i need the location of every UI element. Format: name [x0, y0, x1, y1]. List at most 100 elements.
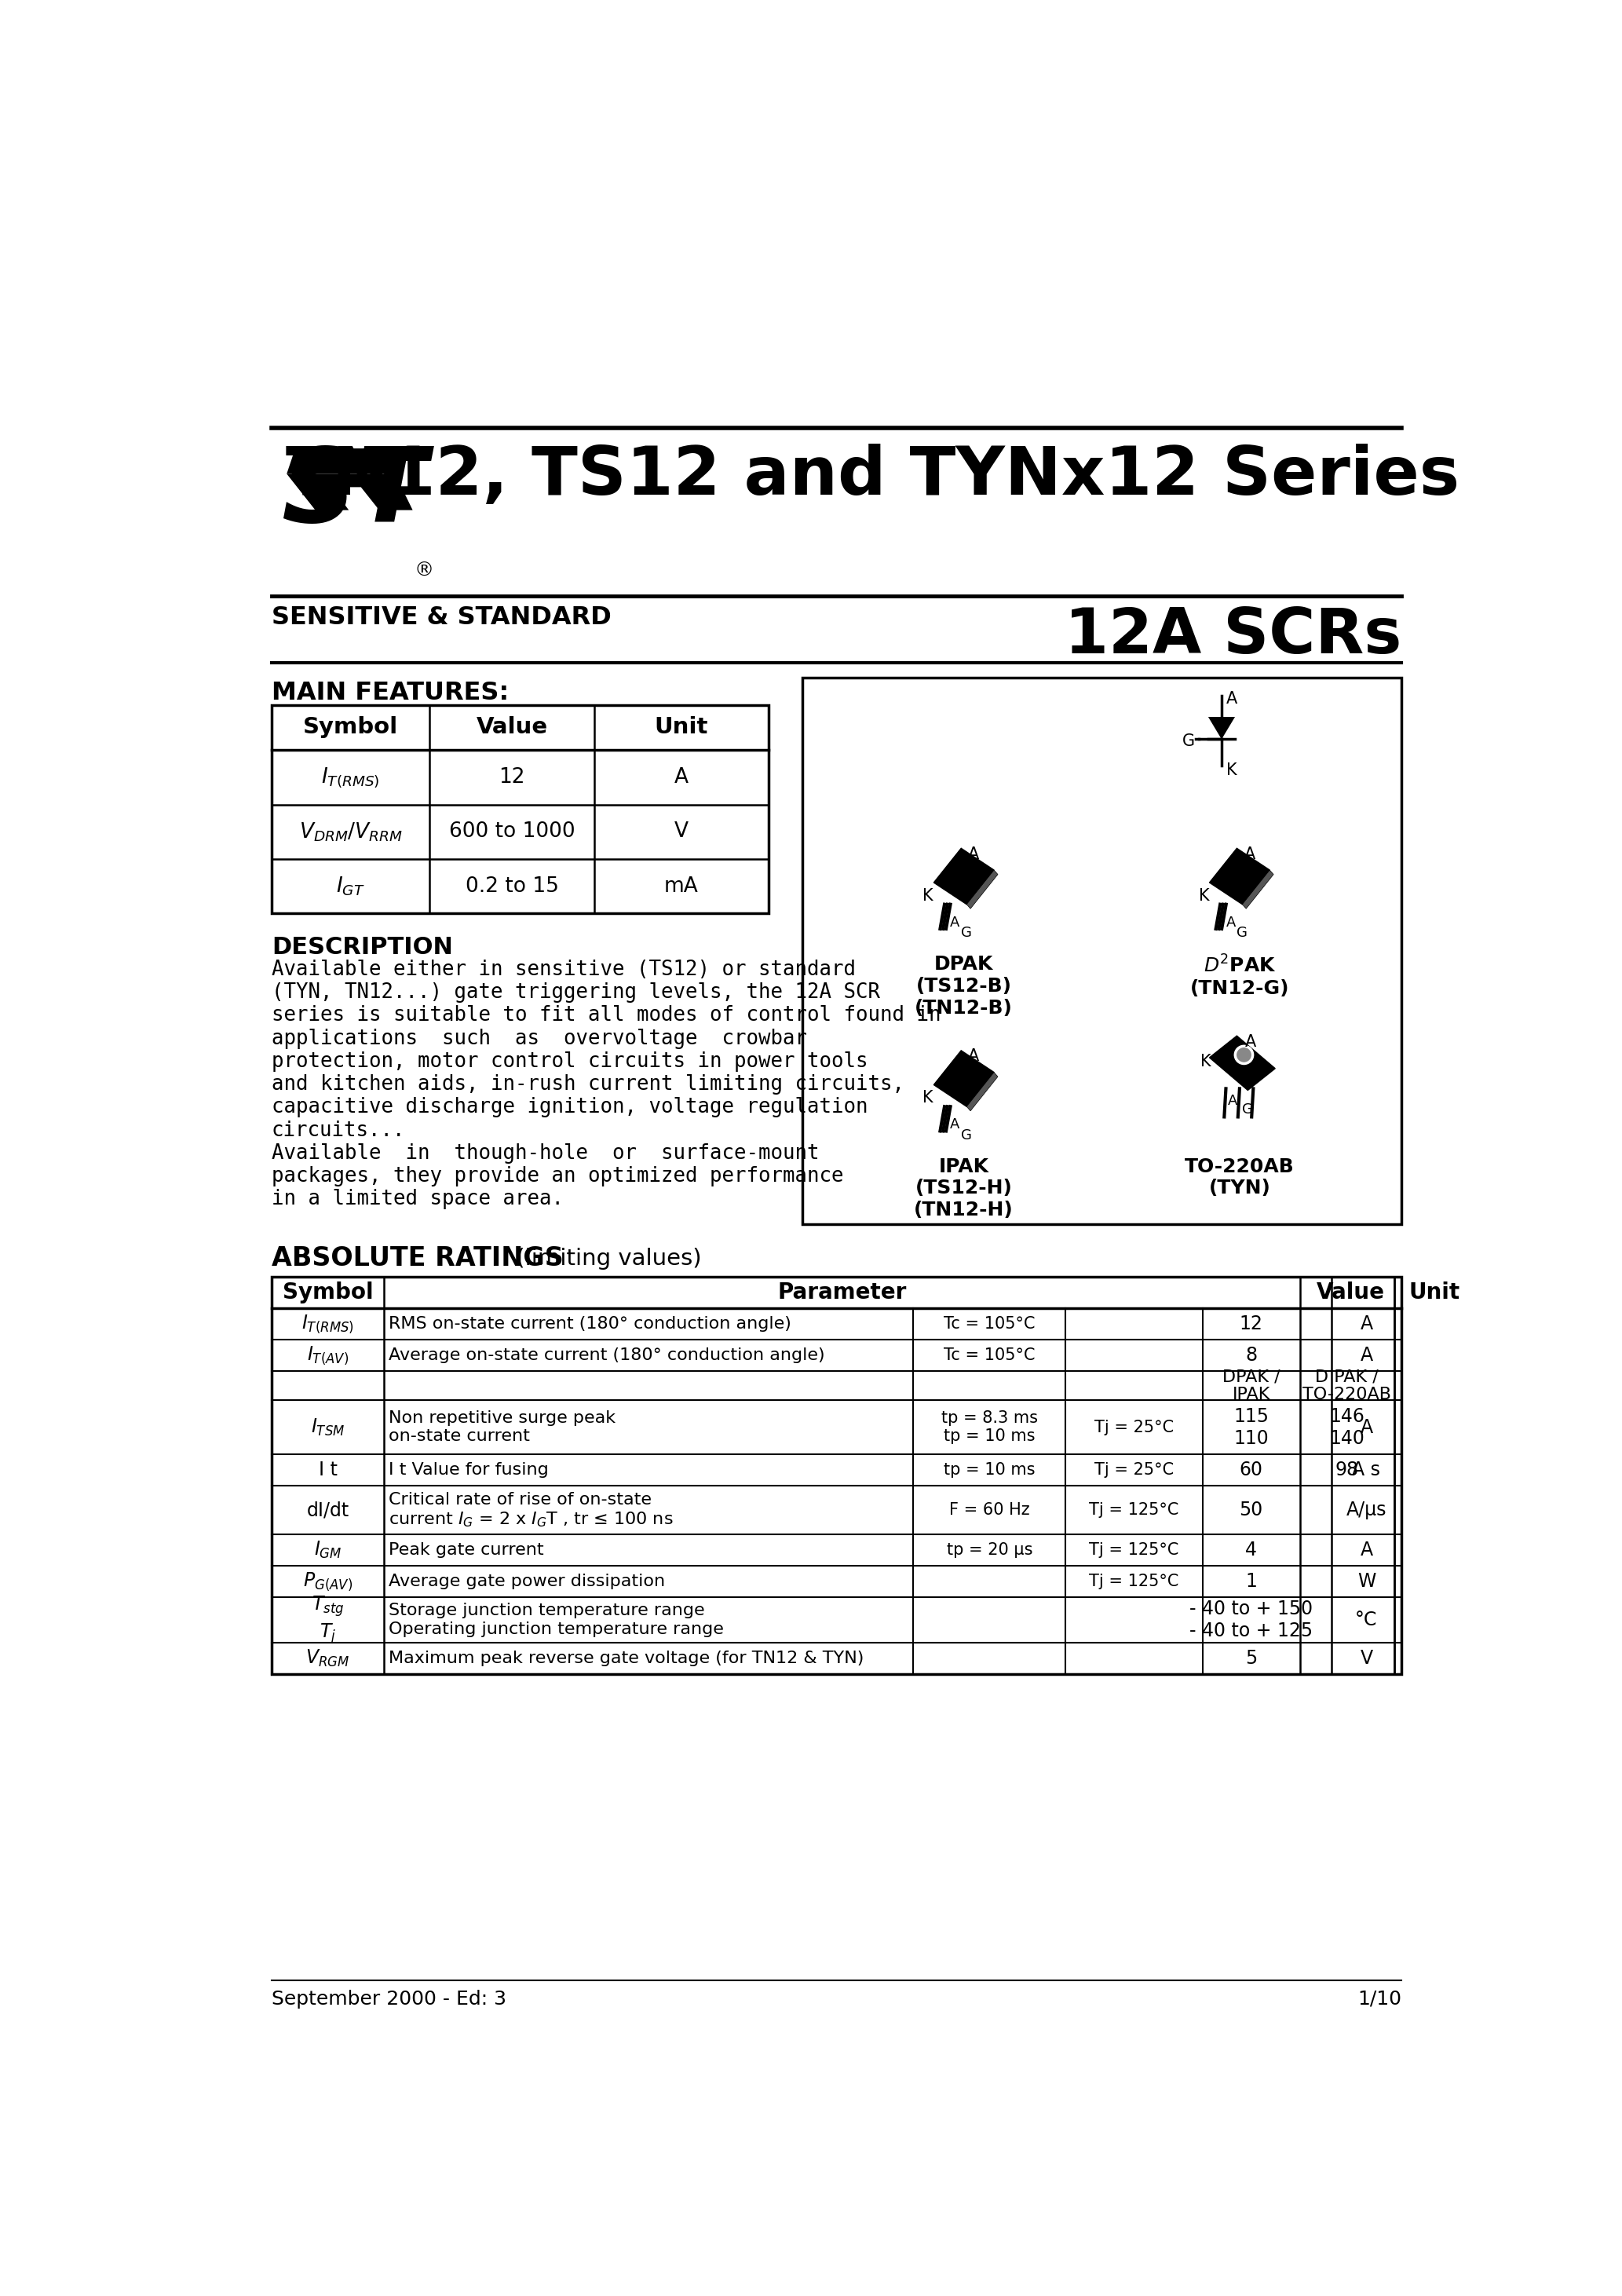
Text: 4: 4 — [1246, 1541, 1257, 1559]
Text: circuits...: circuits... — [271, 1120, 406, 1141]
Text: Available  in  though-hole  or  surface-mount: Available in though-hole or surface-moun… — [271, 1143, 819, 1164]
Text: Tj = 125°C: Tj = 125°C — [1088, 1502, 1179, 1518]
Text: A/μs: A/μs — [1346, 1502, 1387, 1520]
Text: F = 60 Hz: F = 60 Hz — [949, 1502, 1030, 1518]
Text: G: G — [1242, 1102, 1254, 1116]
Text: packages, they provide an optimized performance: packages, they provide an optimized perf… — [271, 1166, 843, 1187]
Text: TN12, TS12 and TYNx12 Series: TN12, TS12 and TYNx12 Series — [285, 443, 1460, 510]
Text: - 40 to + 150
- 40 to + 125: - 40 to + 150 - 40 to + 125 — [1189, 1600, 1312, 1639]
Text: 50: 50 — [1239, 1502, 1264, 1520]
Text: Tc = 105°C: Tc = 105°C — [944, 1316, 1035, 1332]
Text: $T_{stg}$
$T_j$: $T_{stg}$ $T_j$ — [311, 1593, 344, 1646]
Text: G: G — [962, 925, 972, 941]
Text: $I_{T(RMS)}$: $I_{T(RMS)}$ — [302, 1313, 354, 1334]
Text: capacitive discharge ignition, voltage regulation: capacitive discharge ignition, voltage r… — [271, 1097, 868, 1118]
Text: series is suitable to fit all modes of control found in: series is suitable to fit all modes of c… — [271, 1006, 941, 1026]
Text: K: K — [923, 1091, 934, 1107]
Text: 12A SCRs: 12A SCRs — [1064, 606, 1401, 666]
Text: V: V — [1361, 1649, 1372, 1667]
Text: Non repetitive surge peak
on-state current: Non repetitive surge peak on-state curre… — [389, 1410, 616, 1444]
Text: A: A — [1361, 1345, 1372, 1364]
Text: RMS on-state current (180° conduction angle): RMS on-state current (180° conduction an… — [389, 1316, 792, 1332]
Text: Parameter: Parameter — [777, 1281, 907, 1304]
Text: Critical rate of rise of on-state
current $I_G$ = 2 x $I_G$T , tr ≤ 100 ns: Critical rate of rise of on-state curren… — [389, 1492, 673, 1529]
Text: 60: 60 — [1239, 1460, 1264, 1479]
Polygon shape — [1210, 847, 1270, 905]
Bar — [271, 705, 769, 914]
Text: SENSITIVE & STANDARD: SENSITIVE & STANDARD — [271, 606, 611, 629]
Text: Unit: Unit — [1408, 1281, 1460, 1304]
Text: A: A — [1246, 1033, 1255, 1049]
Text: $V_{DRM}/V_{RRM}$: $V_{DRM}/V_{RRM}$ — [298, 820, 402, 843]
Text: 600 to 1000: 600 to 1000 — [449, 822, 574, 843]
Text: $I_{GM}$: $I_{GM}$ — [313, 1541, 342, 1561]
Text: A: A — [968, 847, 980, 861]
Text: $I_{TSM}$: $I_{TSM}$ — [311, 1417, 345, 1437]
Text: G: G — [1182, 732, 1195, 748]
Text: (limiting values): (limiting values) — [509, 1247, 702, 1270]
Text: Unit: Unit — [654, 716, 709, 739]
Text: dI/dt: dI/dt — [307, 1502, 349, 1520]
Text: MAIN FEATURES:: MAIN FEATURES: — [271, 680, 509, 705]
Text: Available either in sensitive (TS12) or standard: Available either in sensitive (TS12) or … — [271, 960, 856, 980]
Text: W: W — [1358, 1573, 1375, 1591]
Text: 115
110: 115 110 — [1233, 1407, 1268, 1449]
Text: Tj = 25°C: Tj = 25°C — [1095, 1419, 1174, 1435]
Text: A: A — [1228, 1095, 1238, 1109]
Text: I t Value for fusing: I t Value for fusing — [389, 1463, 548, 1479]
Text: °C: °C — [1356, 1609, 1377, 1630]
Text: K: K — [923, 889, 934, 905]
Text: tp = 8.3 ms
tp = 10 ms: tp = 8.3 ms tp = 10 ms — [941, 1410, 1038, 1444]
Text: in a limited space area.: in a limited space area. — [271, 1189, 563, 1210]
Polygon shape — [967, 1072, 998, 1111]
Text: Value: Value — [1317, 1281, 1385, 1304]
Text: K: K — [1200, 1054, 1212, 1070]
Text: $P_{G(AV)}$: $P_{G(AV)}$ — [303, 1570, 352, 1591]
Text: 5: 5 — [1246, 1649, 1257, 1667]
Text: G: G — [1238, 925, 1247, 941]
Text: 8: 8 — [1246, 1345, 1257, 1364]
Text: G: G — [962, 1127, 972, 1143]
Text: mA: mA — [663, 877, 699, 895]
Polygon shape — [287, 448, 406, 473]
Text: V: V — [675, 822, 688, 843]
Text: TO-220AB
(TYN): TO-220AB (TYN) — [1184, 1157, 1294, 1199]
Text: K: K — [1199, 889, 1208, 905]
Text: A s: A s — [1353, 1460, 1380, 1479]
Polygon shape — [934, 847, 994, 905]
Text: protection, motor control circuits in power tools: protection, motor control circuits in po… — [271, 1052, 868, 1072]
Text: (TYN, TN12...) gate triggering levels, the 12A SCR: (TYN, TN12...) gate triggering levels, t… — [271, 983, 881, 1003]
Text: Symbol: Symbol — [303, 716, 397, 739]
Polygon shape — [1242, 870, 1273, 909]
Text: A: A — [1361, 1541, 1372, 1559]
Text: DPAK
(TS12-B)
(TN12-B): DPAK (TS12-B) (TN12-B) — [915, 955, 1012, 1017]
Text: DESCRIPTION: DESCRIPTION — [271, 937, 453, 960]
Text: K: K — [1226, 762, 1238, 778]
Text: Average on-state current (180° conduction angle): Average on-state current (180° conductio… — [389, 1348, 826, 1364]
Circle shape — [1236, 1047, 1252, 1063]
Text: $I_{T(AV)}$: $I_{T(AV)}$ — [307, 1345, 349, 1366]
Text: I t: I t — [318, 1460, 337, 1479]
Text: tp = 20 μs: tp = 20 μs — [947, 1543, 1033, 1559]
Text: tp = 10 ms: tp = 10 ms — [944, 1463, 1035, 1479]
Text: and kitchen aids, in-rush current limiting circuits,: and kitchen aids, in-rush current limiti… — [271, 1075, 905, 1095]
Polygon shape — [1210, 1035, 1275, 1091]
Text: Average gate power dissipation: Average gate power dissipation — [389, 1573, 665, 1589]
Text: $I_{T(RMS)}$: $I_{T(RMS)}$ — [321, 765, 380, 790]
Bar — [271, 1277, 1401, 1674]
Text: ST: ST — [282, 443, 427, 544]
Text: A: A — [1226, 916, 1236, 930]
Text: $V_{RGM}$: $V_{RGM}$ — [305, 1649, 350, 1669]
Text: A: A — [1361, 1316, 1372, 1334]
Text: A: A — [950, 1118, 960, 1132]
Bar — [801, 677, 1401, 1224]
Text: Maximum peak reverse gate voltage (for TN12 & TYN): Maximum peak reverse gate voltage (for T… — [389, 1651, 865, 1667]
Text: 1/10: 1/10 — [1358, 1991, 1401, 2009]
Text: A: A — [1226, 691, 1238, 707]
Text: Storage junction temperature range
Operating junction temperature range: Storage junction temperature range Opera… — [389, 1603, 723, 1637]
Polygon shape — [934, 1052, 994, 1107]
Text: 1: 1 — [1246, 1573, 1257, 1591]
Text: A: A — [1361, 1419, 1372, 1437]
Text: D PAK /
TO-220AB: D PAK / TO-220AB — [1302, 1368, 1392, 1403]
Text: 0.2 to 15: 0.2 to 15 — [466, 877, 558, 895]
